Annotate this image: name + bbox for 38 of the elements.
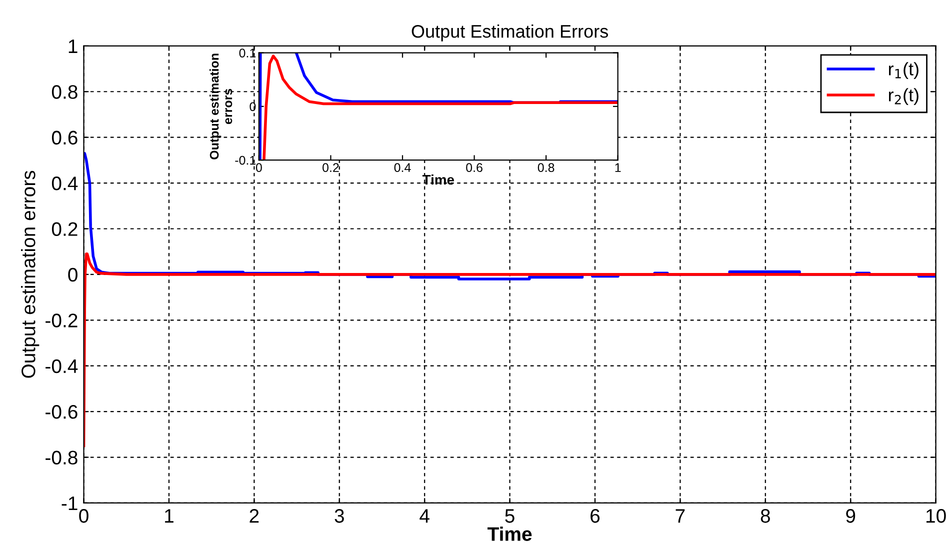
x-tick-label: 7 bbox=[676, 509, 685, 523]
x-tick-label: 8 bbox=[760, 509, 770, 523]
y-tick-label: -0.6 bbox=[46, 405, 78, 419]
x-tick-label: 10 bbox=[926, 509, 946, 523]
x-tick-label: 0.6 bbox=[466, 163, 482, 172]
y-tick-label: 0.8 bbox=[52, 85, 78, 99]
x-tick-label: 1 bbox=[165, 509, 174, 523]
y-axis-title: Output estimation errors bbox=[210, 54, 232, 160]
y-axis-title: Output estimation errors bbox=[21, 170, 40, 378]
x-tick-label: 0 bbox=[79, 509, 88, 523]
x-tick-label: 0.8 bbox=[538, 163, 554, 172]
y-tick-label: 0.2 bbox=[52, 222, 78, 236]
y-tick-label: 0 bbox=[250, 102, 256, 112]
x-axis-title: Time bbox=[487, 526, 532, 541]
y-tick-label: 0.1 bbox=[239, 48, 256, 58]
x-tick-label: 9 bbox=[846, 509, 856, 523]
y-tick-label: -0.1 bbox=[235, 156, 256, 165]
x-tick-label: 5 bbox=[505, 509, 514, 523]
y-tick-label: 0 bbox=[68, 268, 78, 282]
x-tick-label: 3 bbox=[334, 509, 344, 523]
y-tick-label: -1 bbox=[62, 496, 78, 510]
y-tick-label: 0.6 bbox=[52, 130, 78, 145]
y-tick-label: 0.4 bbox=[52, 176, 78, 190]
x-tick-label: 4 bbox=[420, 509, 430, 523]
y-tick-label: -0.2 bbox=[46, 314, 78, 328]
x-tick-label: 0 bbox=[256, 163, 262, 172]
chart-title: Output Estimation Errors bbox=[412, 24, 608, 42]
y-tick-label: 1 bbox=[68, 40, 78, 53]
x-tick-label: 6 bbox=[590, 509, 600, 523]
y-tick-label: -0.4 bbox=[46, 359, 78, 374]
legend-label: r$_{2}$(t) bbox=[888, 88, 918, 105]
x-tick-label: 2 bbox=[250, 509, 259, 523]
x-tick-label: 0.2 bbox=[322, 163, 339, 172]
legend-label: r$_{1}$(t) bbox=[888, 62, 918, 79]
x-tick-label: 1 bbox=[615, 163, 621, 172]
y-tick-label: -0.8 bbox=[46, 450, 78, 465]
line-series bbox=[84, 252, 936, 448]
x-tick-label: 0.4 bbox=[394, 163, 411, 172]
